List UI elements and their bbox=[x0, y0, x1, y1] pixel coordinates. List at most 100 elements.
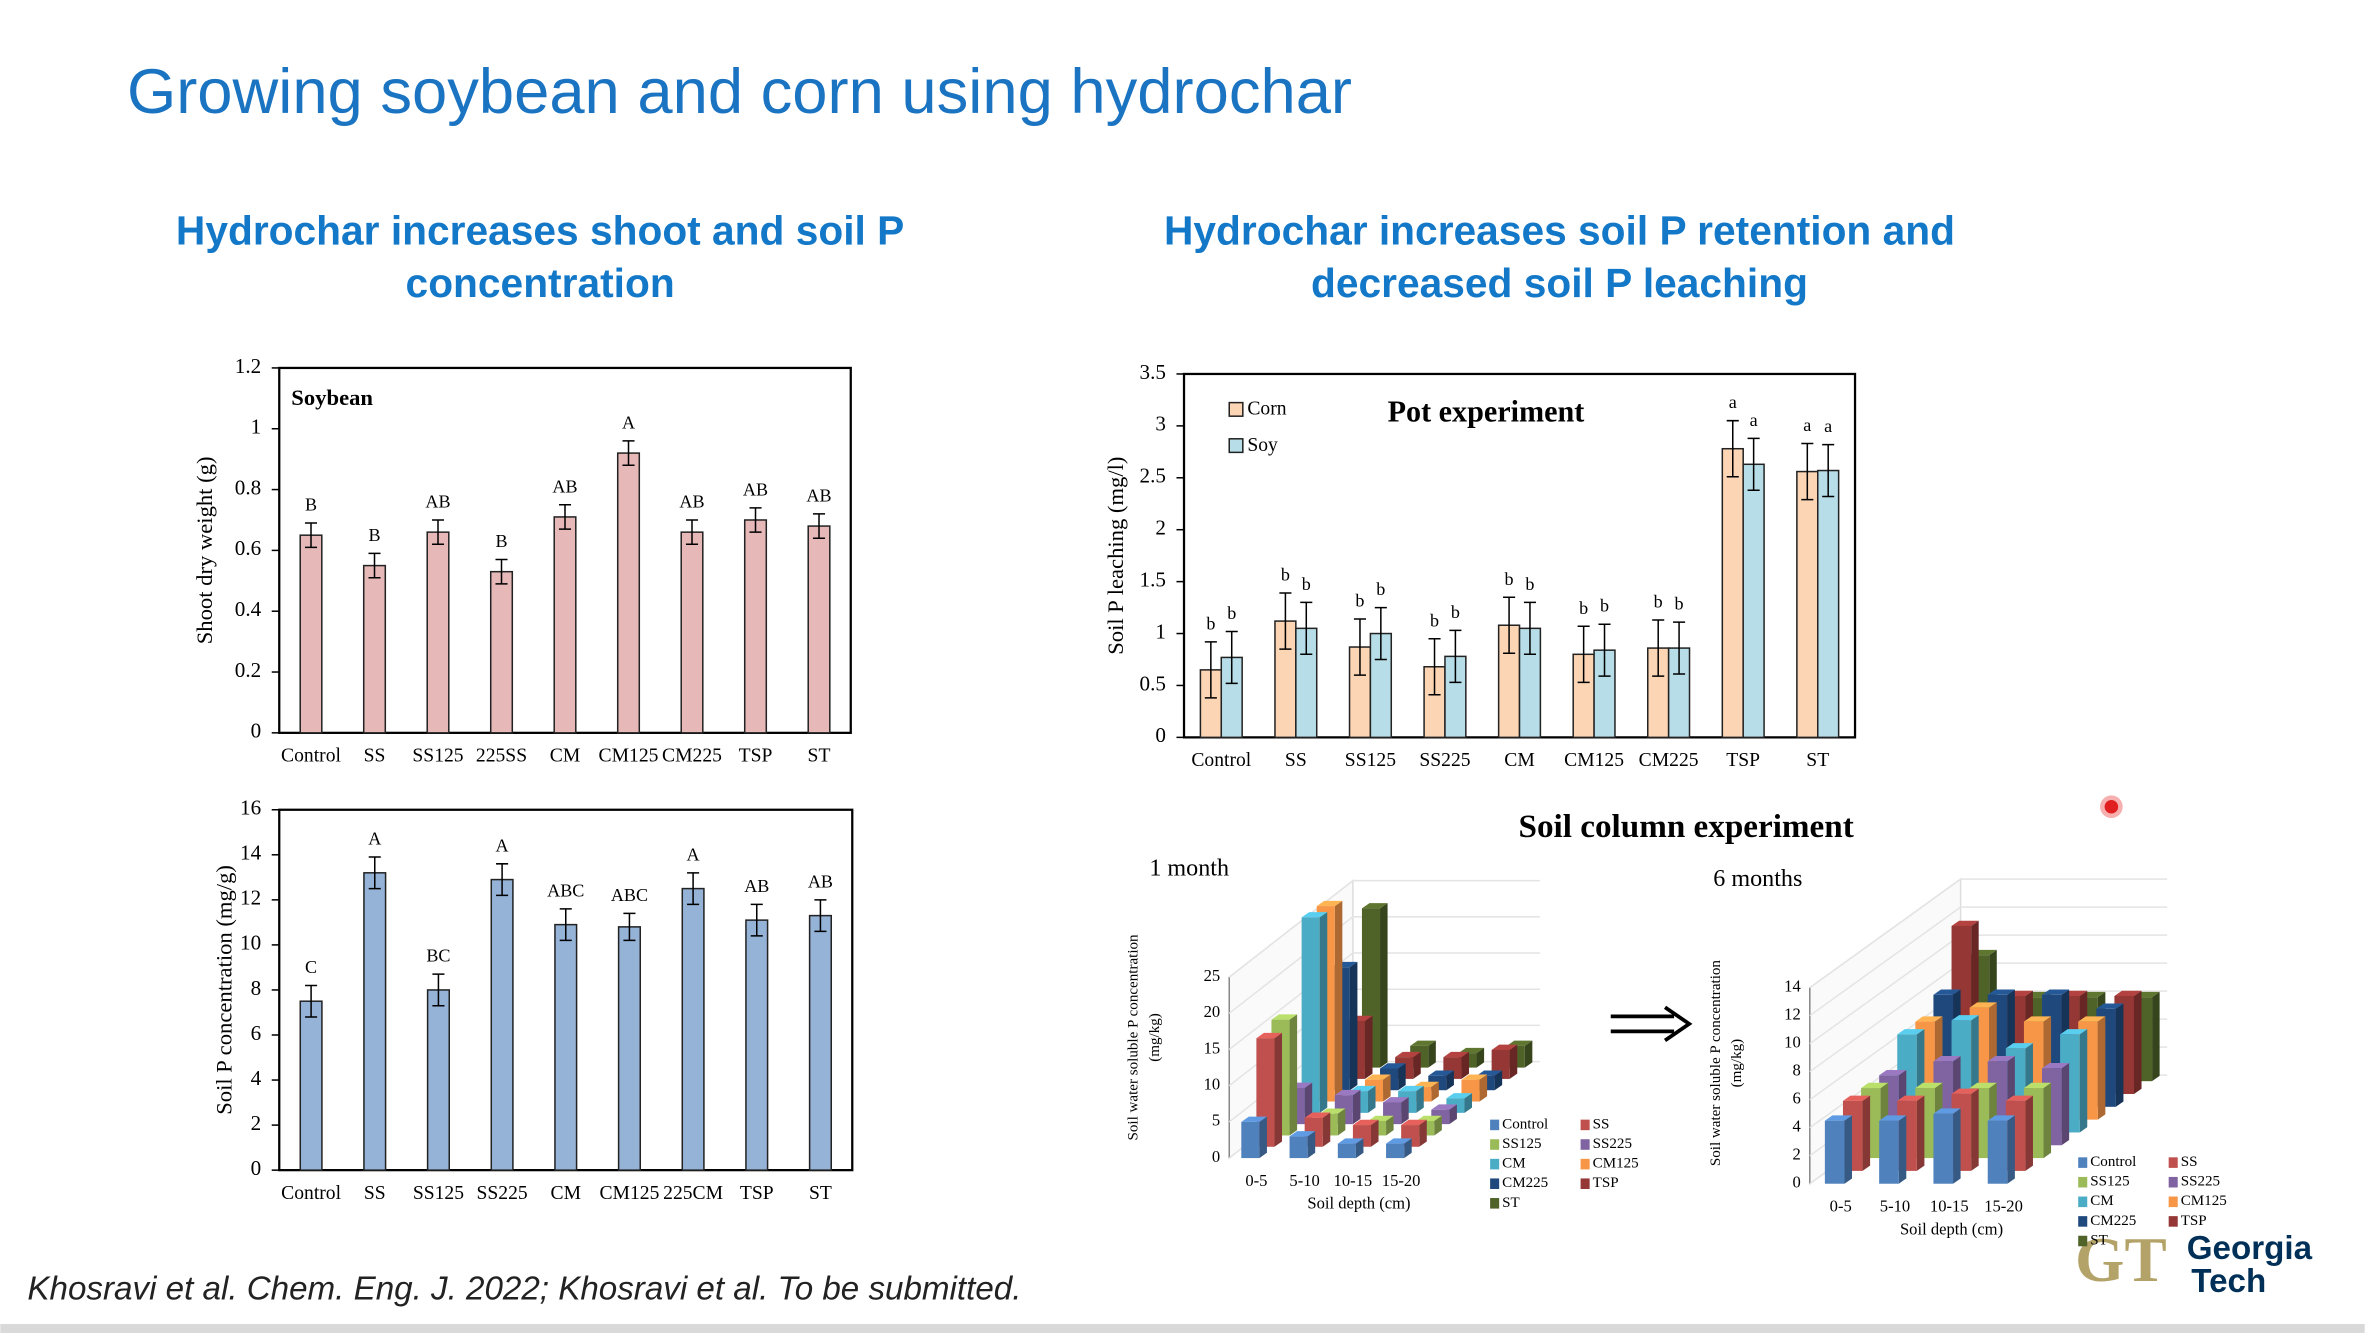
bar-top bbox=[1428, 1070, 1454, 1076]
y-tick-label: 0 bbox=[251, 1156, 262, 1180]
y-tick-label: 10 bbox=[1784, 1033, 1801, 1052]
y-tick-label: 0 bbox=[1155, 723, 1166, 747]
bar-top bbox=[2005, 1095, 2033, 1101]
x-tick-label: CM bbox=[1504, 750, 1535, 771]
bar-side bbox=[1428, 1040, 1436, 1068]
bar-side bbox=[1304, 1082, 1313, 1125]
legend-label: SS bbox=[1593, 1116, 1610, 1132]
significance-letter: A bbox=[622, 412, 635, 432]
bar-side bbox=[2115, 1003, 2124, 1107]
x-tick-label: SS125 bbox=[413, 1183, 464, 1204]
x-tick-label: CM125 bbox=[1564, 750, 1624, 771]
bar-top bbox=[1861, 1082, 1889, 1089]
y-tick-label: 1 bbox=[251, 415, 262, 439]
y-axis-label: Soil P concentration (mg/g) bbox=[212, 865, 237, 1115]
bar-top bbox=[1987, 1055, 2015, 1062]
legend-label: CM bbox=[2090, 1193, 2113, 1209]
bar-side bbox=[2152, 991, 2160, 1082]
x-tick-label: 225SS bbox=[476, 745, 527, 766]
bar-top bbox=[2042, 989, 2070, 995]
bar bbox=[1824, 1120, 1845, 1184]
y-tick-label: 1.2 bbox=[235, 354, 261, 378]
bar-top bbox=[1304, 1112, 1331, 1118]
error-bar bbox=[1801, 442, 1814, 501]
bar-top bbox=[1361, 903, 1388, 909]
bar bbox=[299, 534, 323, 734]
bar-top bbox=[1915, 1016, 1943, 1022]
bar-top bbox=[1915, 1082, 1943, 1089]
bar-side bbox=[2061, 1062, 2070, 1146]
error-bar bbox=[685, 519, 699, 546]
bar-top bbox=[1349, 1085, 1376, 1092]
error-bar bbox=[431, 519, 445, 546]
y-tick-label: 2 bbox=[251, 1111, 262, 1135]
y-axis-label: (mg/kg) bbox=[1147, 1013, 1163, 1062]
error-bar bbox=[1503, 596, 1516, 655]
significance-letter: b bbox=[1302, 574, 1311, 594]
x-tick-label: SS225 bbox=[476, 1183, 527, 1204]
y-tick-label: 4 bbox=[1792, 1117, 1801, 1136]
bar-top bbox=[1458, 1047, 1485, 1054]
chart-subtitle: 1 month bbox=[1149, 856, 1229, 882]
y-axis-label: (mg/kg) bbox=[1729, 1039, 1745, 1088]
error-bar bbox=[1598, 623, 1611, 677]
x-tick-label: 15-20 bbox=[1382, 1171, 1421, 1190]
error-bar bbox=[304, 522, 318, 549]
bar-side bbox=[1509, 1044, 1518, 1079]
bar-side bbox=[1419, 1119, 1427, 1147]
significance-letter: AB bbox=[425, 492, 450, 512]
x-tick-label: 10-15 bbox=[1930, 1197, 1969, 1216]
error-bar bbox=[432, 973, 445, 1007]
y-tick-label: 20 bbox=[1204, 1002, 1221, 1021]
error-bar bbox=[750, 903, 763, 937]
bar bbox=[1933, 1113, 1954, 1184]
bar-top bbox=[1491, 1044, 1518, 1050]
x-tick-label: Control bbox=[281, 1183, 341, 1204]
bar-top bbox=[1416, 1115, 1442, 1121]
error-bar bbox=[558, 504, 572, 530]
error-bar bbox=[1523, 601, 1536, 656]
bar-side bbox=[1416, 1085, 1424, 1113]
bar-top bbox=[1933, 1108, 1961, 1114]
y-tick-label: 0.4 bbox=[235, 597, 262, 621]
error-bar bbox=[812, 513, 826, 539]
bar-top bbox=[1446, 1093, 1473, 1099]
chart-title: Pot experiment bbox=[1388, 395, 1585, 429]
legend-label: CM125 bbox=[2181, 1193, 2227, 1209]
y-tick-label: 3 bbox=[1155, 412, 1166, 436]
left-heading: Hydrochar increases shoot and soil P bbox=[176, 207, 904, 253]
bar-side bbox=[1352, 1089, 1361, 1125]
significance-letter: a bbox=[1803, 415, 1811, 435]
significance-letter: AB bbox=[552, 476, 577, 496]
x-tick-label: TSP bbox=[739, 745, 773, 766]
bar-top bbox=[1951, 920, 1979, 926]
significance-letter: B bbox=[305, 495, 317, 515]
legend-swatch bbox=[1490, 1119, 1500, 1131]
y-tick-label: 6 bbox=[1792, 1089, 1800, 1108]
significance-letter: B bbox=[368, 525, 380, 545]
bar-top bbox=[1506, 1040, 1533, 1046]
y-tick-label: 2 bbox=[1792, 1145, 1800, 1164]
bar bbox=[554, 923, 578, 1171]
bar-side bbox=[1334, 900, 1343, 1102]
bar-top bbox=[1271, 1014, 1298, 1020]
bar-top bbox=[1334, 1089, 1361, 1096]
legend-swatch bbox=[1580, 1158, 1590, 1170]
error-bar bbox=[1577, 625, 1590, 684]
bar-top bbox=[2023, 1082, 2052, 1089]
y-axis-label: Soil water soluble P concentration bbox=[1708, 960, 1724, 1167]
x-tick-label: 5-10 bbox=[1880, 1197, 1910, 1216]
significance-letter: AB bbox=[808, 871, 833, 891]
y-tick-label: 2 bbox=[1155, 516, 1166, 540]
legend-label: TSP bbox=[1593, 1175, 1619, 1191]
bar-side bbox=[1398, 1063, 1406, 1091]
bar-top bbox=[2005, 1043, 2033, 1049]
bar-side bbox=[1476, 1047, 1485, 1068]
error-bar bbox=[305, 984, 318, 1018]
y-tick-label: 8 bbox=[251, 976, 262, 1000]
bar bbox=[680, 531, 704, 734]
error-bar bbox=[559, 908, 572, 942]
bar-side bbox=[2043, 1082, 2052, 1159]
error-bar bbox=[623, 912, 636, 942]
